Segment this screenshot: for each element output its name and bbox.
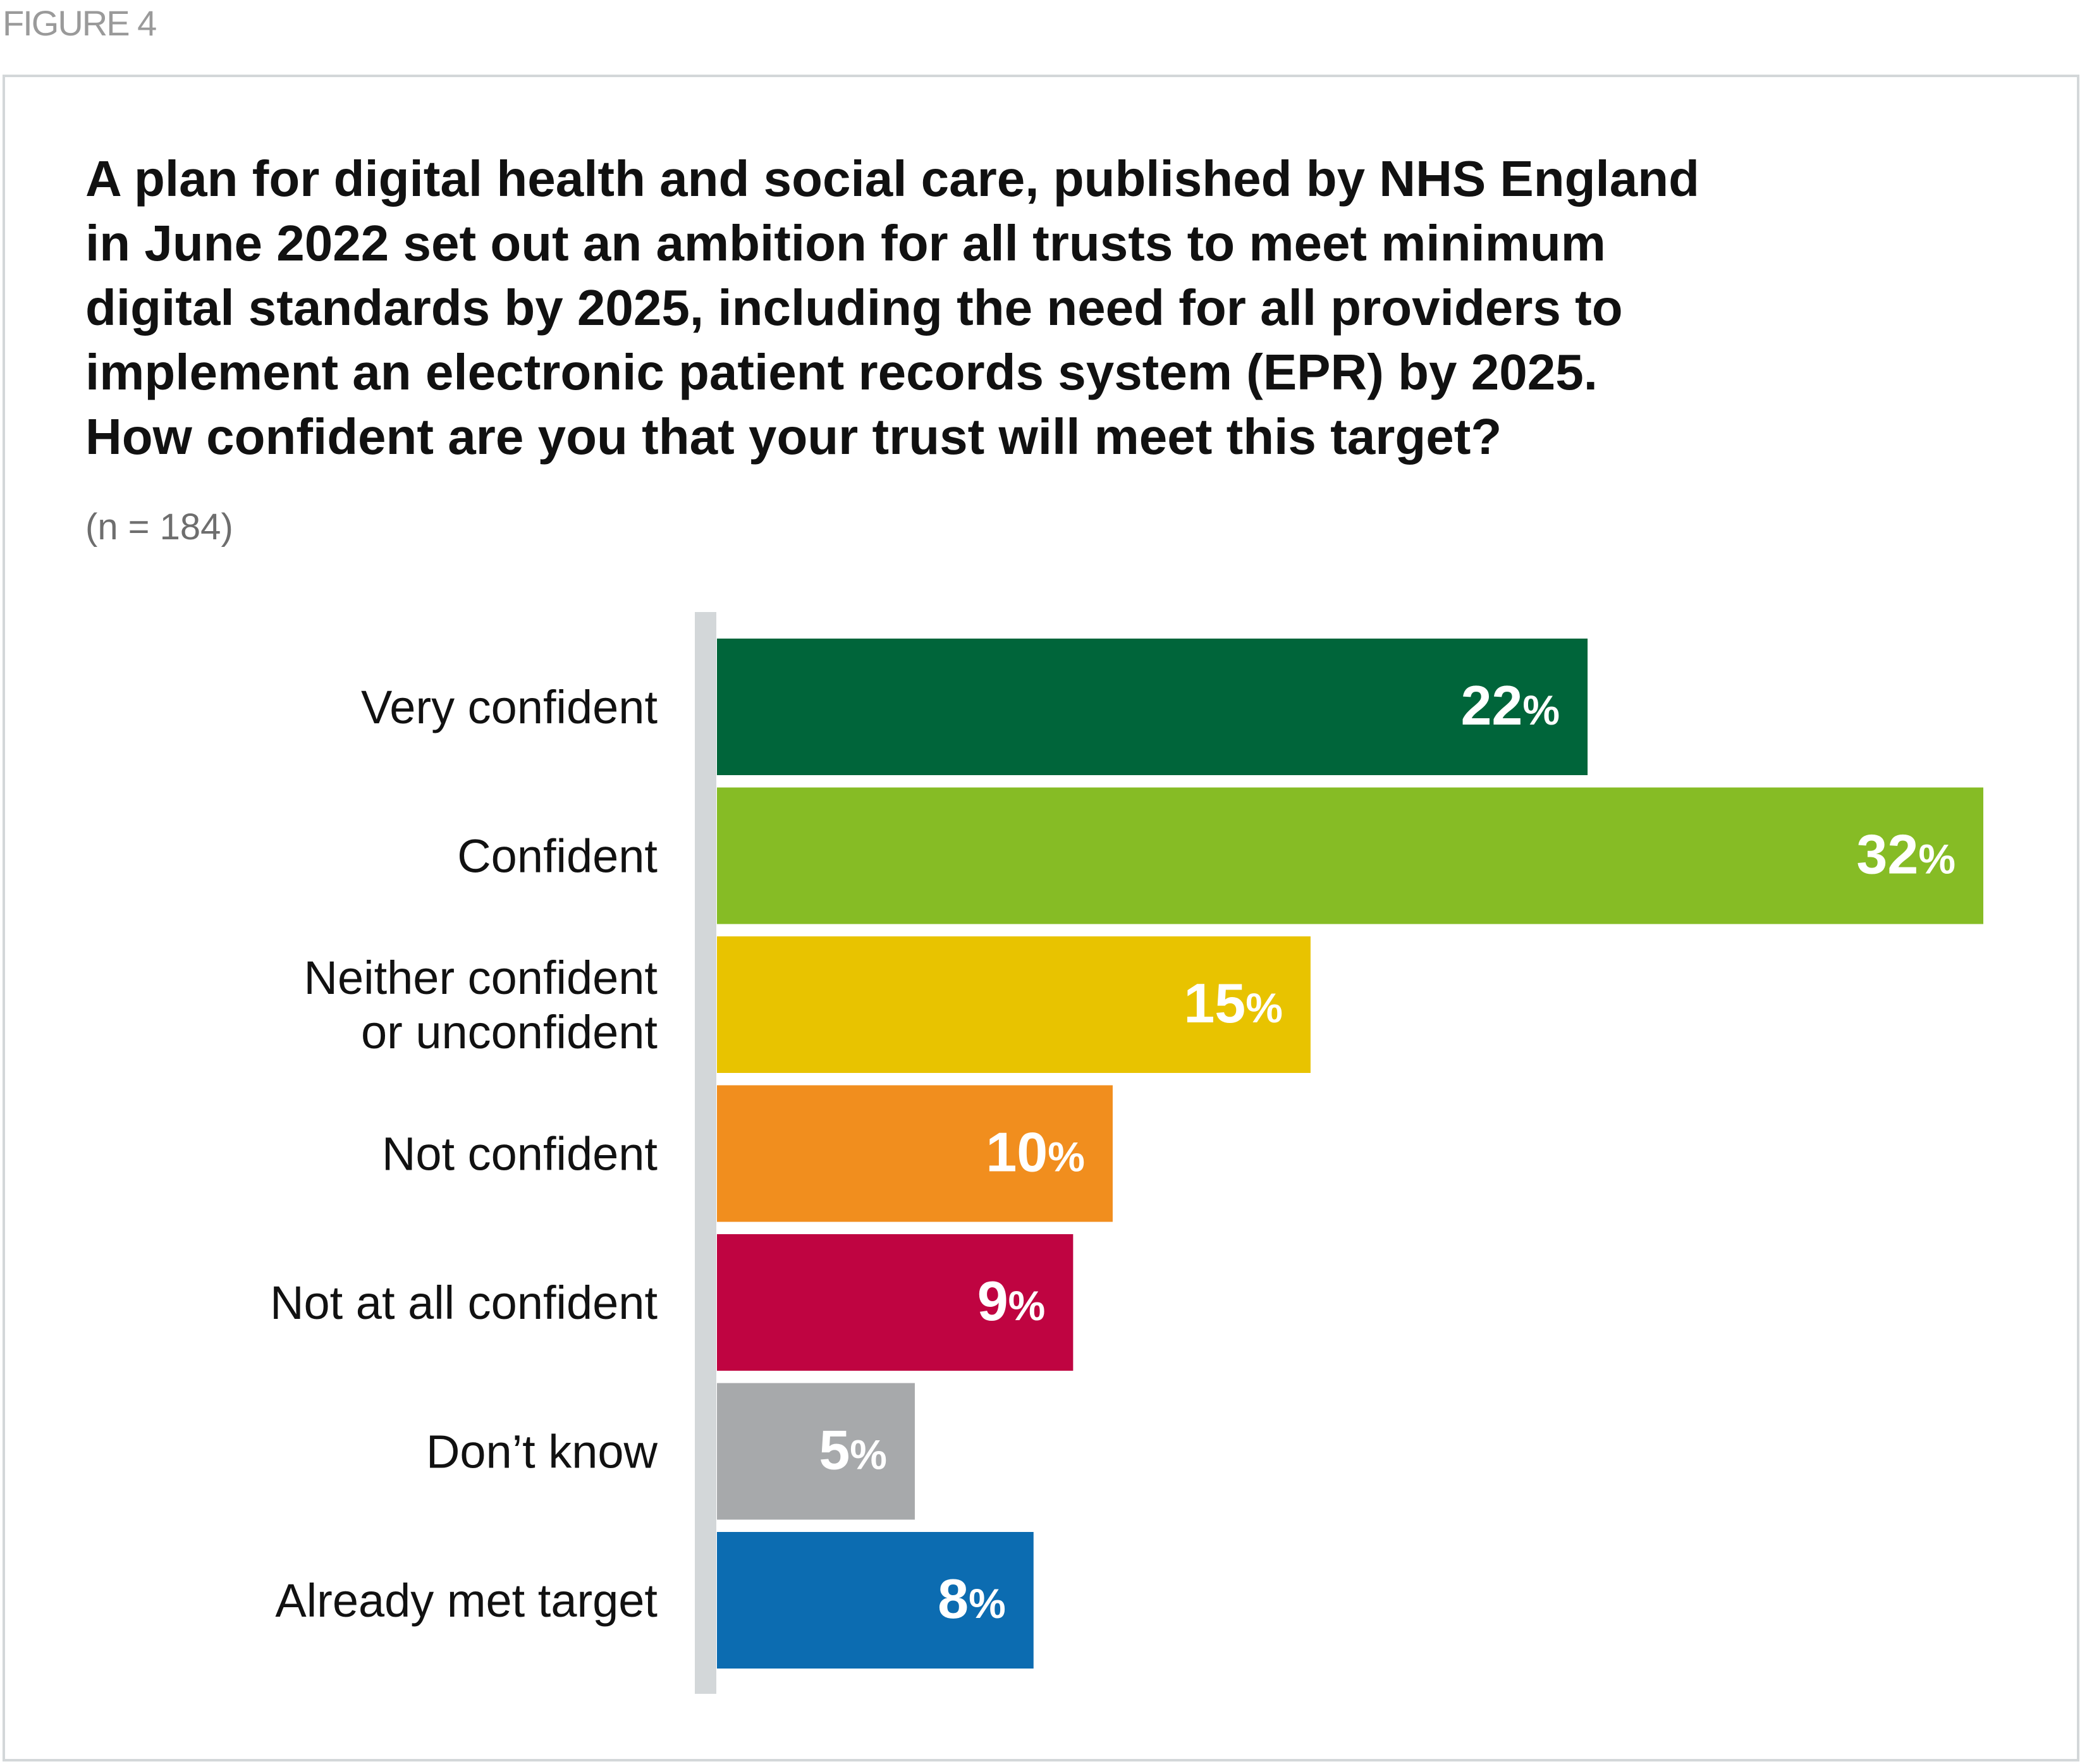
category-label-line: Don’t know [426, 1426, 658, 1478]
chart-title: A plan for digital health and social car… [85, 147, 1950, 469]
title-line-3: digital standards by 2025, including the… [85, 279, 1623, 336]
value-number: 10 [986, 1121, 1048, 1184]
title-line-1: A plan for digital health and social car… [85, 150, 1699, 207]
value-number: 22 [1460, 674, 1522, 737]
category-label-5: Not at all confident [270, 1277, 658, 1329]
category-label-line: Confident [457, 830, 658, 883]
title-line-4: implement an electronic patient records … [85, 344, 1598, 400]
category-label-3: Neither confident or unconfident [304, 952, 658, 1058]
value-suffix: % [1245, 984, 1283, 1031]
category-axis [695, 612, 716, 1694]
category-label-6: Don’t know [426, 1426, 658, 1478]
category-label-4: Not confident [382, 1128, 658, 1180]
value-label-3: 15% [1184, 972, 1283, 1034]
bar-3 [717, 936, 1311, 1073]
figure-frame [3, 75, 2079, 1761]
value-number: 8 [938, 1567, 969, 1630]
category-label-line: Not at all confident [270, 1277, 658, 1329]
value-label-7: 8% [938, 1567, 1006, 1630]
value-number: 15 [1184, 972, 1245, 1034]
value-number: 32 [1856, 823, 1918, 886]
bar-6 [717, 1383, 915, 1520]
bar-1 [717, 639, 1588, 775]
bar-7 [717, 1532, 1034, 1669]
value-suffix: % [1918, 836, 1955, 883]
value-label-4: 10% [986, 1121, 1085, 1184]
title-line-2: in June 2022 set out an ambition for all… [85, 215, 1606, 271]
category-label-2: Confident [457, 830, 658, 883]
category-label-line: Very confident [361, 681, 658, 733]
value-suffix: % [1008, 1282, 1046, 1329]
title-line-5: How confident are you that your trust wi… [85, 408, 1502, 465]
figure-label: FIGURE 4 [3, 3, 157, 43]
value-suffix: % [1522, 687, 1560, 733]
category-label-line: Neither confident [304, 952, 658, 1004]
value-suffix: % [850, 1431, 887, 1478]
value-label-5: 9% [977, 1270, 1046, 1332]
category-label-7: Already met target [275, 1574, 658, 1627]
value-number: 5 [819, 1419, 850, 1481]
category-label-line: or unconfident [361, 1006, 658, 1058]
category-label-1: Very confident [361, 681, 658, 733]
value-label-1: 22% [1460, 674, 1560, 737]
value-label-6: 5% [819, 1419, 887, 1481]
value-suffix: % [969, 1580, 1006, 1627]
value-label-2: 32% [1856, 823, 1955, 886]
bar-2 [717, 787, 1983, 924]
sample-size: (n = 184) [85, 506, 233, 548]
bar-5 [717, 1234, 1074, 1371]
category-label-line: Not confident [382, 1128, 658, 1180]
value-number: 9 [977, 1270, 1008, 1332]
bar-4 [717, 1085, 1113, 1222]
value-suffix: % [1048, 1134, 1085, 1180]
category-label-line: Already met target [275, 1574, 658, 1627]
